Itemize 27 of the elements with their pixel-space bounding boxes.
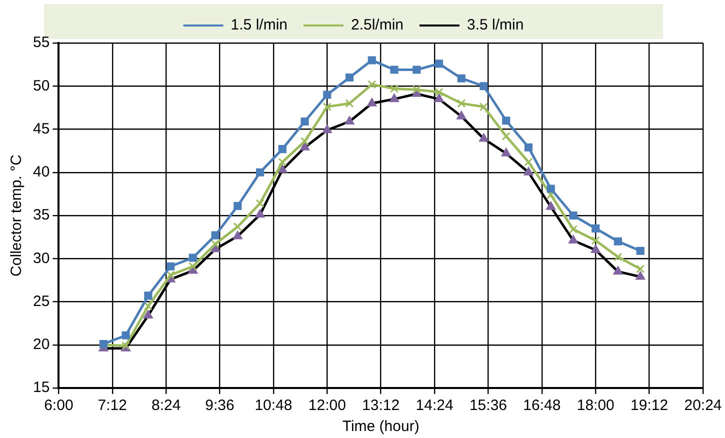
x-tick-label: 9:36 bbox=[205, 397, 234, 414]
x-tick-label: 16:48 bbox=[523, 397, 561, 414]
x-tick-label: 12:00 bbox=[308, 397, 346, 414]
y-tick-label: 30 bbox=[32, 250, 50, 267]
x-tick-label: 10:48 bbox=[254, 397, 292, 414]
y-tick-label: 25 bbox=[32, 292, 50, 310]
y-tick-label: 50 bbox=[32, 77, 50, 94]
legend-label: 1.5 l/min bbox=[230, 16, 288, 34]
y-tick-label: 55 bbox=[32, 34, 50, 52]
y-axis-title: Collector temp. °C bbox=[8, 154, 26, 276]
x-tick-label: 14:24 bbox=[416, 397, 454, 414]
y-tick-label: 40 bbox=[32, 164, 50, 181]
legend-label: 2.5l/min bbox=[350, 16, 404, 34]
legend-label: 3.5 l/min bbox=[467, 16, 524, 34]
x-tick-label: 18:00 bbox=[576, 397, 614, 414]
x-tick-label: 15:36 bbox=[469, 397, 507, 414]
x-tick-label: 6:00 bbox=[44, 397, 74, 414]
y-tick-label: 15 bbox=[32, 379, 50, 396]
y-tick-label: 35 bbox=[32, 206, 50, 224]
x-tick-label: 7:12 bbox=[98, 397, 127, 414]
x-tick-label: 20:24 bbox=[684, 397, 722, 414]
y-tick-label: 45 bbox=[32, 120, 50, 138]
x-tick-label: 8:24 bbox=[151, 397, 181, 414]
x-tick-label: 19:12 bbox=[630, 397, 668, 414]
x-axis-title: Time (hour) bbox=[342, 418, 420, 436]
x-tick-label: 13:12 bbox=[362, 397, 400, 414]
y-tick-label: 20 bbox=[32, 336, 50, 354]
